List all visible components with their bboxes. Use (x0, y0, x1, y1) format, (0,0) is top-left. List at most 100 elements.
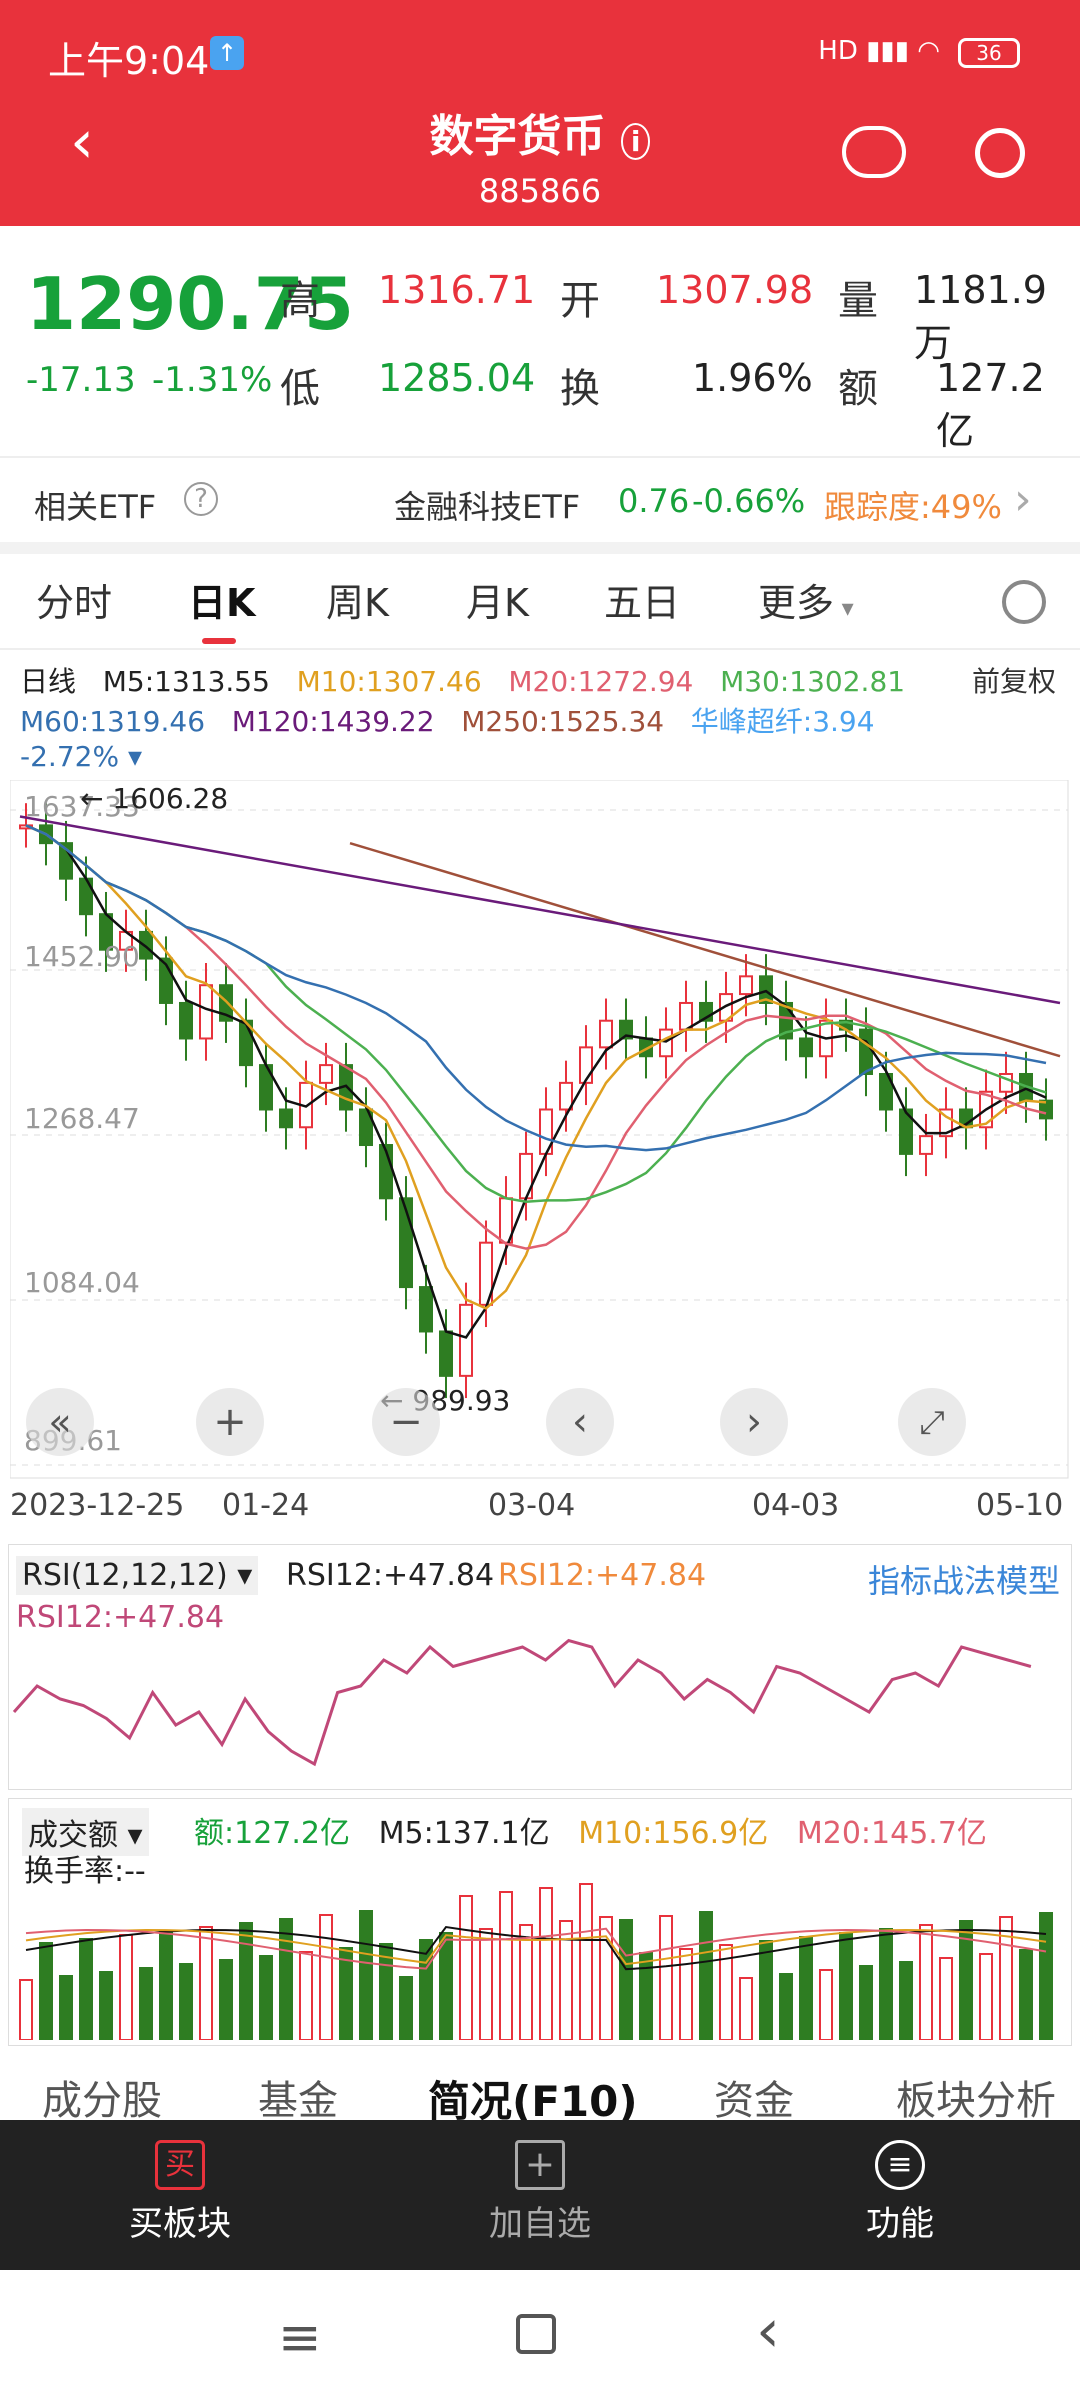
axis-label-3: 1268.47 (24, 1102, 140, 1135)
volume-bar (259, 1955, 273, 2040)
volume-bar (979, 1953, 993, 2040)
ma-labels: 日线 M5:1313.55 M10:1307.46 M20:1272.94 M3… (20, 665, 906, 698)
subtab-capital[interactable]: 资金 (714, 2078, 794, 2120)
volume-bar (819, 1969, 833, 2040)
etf-price: 0.76 (618, 482, 690, 520)
volume-bar (1039, 1912, 1053, 2040)
date-4: 04-03 (752, 1488, 840, 1523)
open-value: 1307.98 (656, 268, 814, 312)
axis-label-2: 1452.90 (24, 940, 140, 973)
indicator-model-link[interactable]: 指标战法模型 (867, 1562, 1060, 1600)
rsi-panel[interactable] (8, 1544, 1072, 1790)
recents-icon[interactable]: ≡ (278, 2308, 322, 2368)
volume-bar (539, 1887, 553, 2040)
low-value: 1285.04 (378, 356, 536, 400)
volume-bar (899, 1961, 913, 2040)
candle-body (939, 1108, 953, 1138)
robot-icon[interactable] (842, 126, 906, 178)
zoom-out-icon[interactable]: − (372, 1388, 440, 1456)
home-icon[interactable] (516, 2314, 556, 2354)
ma-line (25, 824, 1047, 1339)
volume-bar (419, 1939, 433, 2040)
volume-bar (119, 1934, 133, 2040)
tab-dayk[interactable]: 日K (188, 581, 256, 625)
tab-fiveday[interactable]: 五日 (604, 581, 681, 625)
rsi-value-1: RSI12:+47.84 (286, 1558, 495, 1593)
stock-code: 885866 (478, 172, 602, 210)
change-pct: -1.31% (152, 360, 273, 400)
tab-fenshi[interactable]: 分时 (36, 581, 113, 625)
settings-icon[interactable] (1002, 580, 1046, 624)
adjust-button[interactable]: 前复权 (971, 665, 1056, 698)
status-time: 上午9:04 (48, 39, 210, 83)
ma-pct[interactable]: -2.72% ▾ (20, 740, 143, 773)
low-label: 低 (280, 366, 320, 412)
volume-bar (919, 1924, 933, 2040)
volume-bar (179, 1963, 193, 2040)
buy-sector-button[interactable]: 买 买板块 (80, 2130, 280, 2245)
tab-more[interactable]: 更多 ▾ (758, 581, 854, 625)
search-icon[interactable] (975, 128, 1025, 178)
fullscreen-icon[interactable]: ⤢ (898, 1388, 966, 1456)
notification-icon: ↑ (210, 36, 244, 70)
volume-values: 额:127.2亿 M5:137.1亿 M10:156.9亿 M20:145.7亿 (194, 1816, 987, 1851)
subtab-f10[interactable]: 简况(F10) (428, 2077, 638, 2120)
candle-body (759, 975, 773, 1004)
candle-body (799, 1037, 813, 1058)
volume-bar (619, 1919, 633, 2040)
subtab-funds[interactable]: 基金 (258, 2078, 338, 2120)
subtab-constituents[interactable]: 成分股 (42, 2078, 162, 2120)
volume-bar (739, 1977, 753, 2040)
ma120-line (19, 815, 1061, 1005)
volume-bar (439, 1932, 453, 2040)
candle-body (879, 1072, 893, 1111)
subtab-sector[interactable]: 板块分析 (896, 2078, 1056, 2120)
date-5: 05-10 (976, 1488, 1064, 1523)
volume-bar (219, 1959, 233, 2040)
etf-label: 相关ETF (34, 488, 157, 526)
scroll-left-icon[interactable]: « (26, 1388, 94, 1456)
kline-chart[interactable] (10, 780, 1070, 1480)
back-icon[interactable]: ‹ (70, 107, 94, 177)
volume-bar (159, 1930, 173, 2040)
change: -17.13 (26, 360, 136, 400)
volume-bar (499, 1891, 513, 2040)
volume-bar (379, 1943, 393, 2040)
volume-bar (19, 1979, 33, 2040)
axis-label-4: 1084.04 (24, 1266, 140, 1299)
function-button[interactable]: ≡ 功能 (800, 2130, 1000, 2245)
volume-bar (759, 1940, 773, 2040)
volume-bar (239, 1922, 253, 2040)
prev-icon[interactable]: ‹ (546, 1388, 614, 1456)
add-watchlist-button[interactable]: + 加自选 (440, 2130, 640, 2245)
candle-body (179, 1001, 193, 1040)
page-title: 数字货币 i (0, 100, 1080, 164)
candle-body (579, 1046, 593, 1084)
volume-bar (999, 1916, 1013, 2040)
zoom-in-icon[interactable]: + (196, 1388, 264, 1456)
amt-value: 127.2亿 (936, 356, 1045, 453)
turn-label: 换 (560, 366, 600, 412)
battery-icon: 36 (958, 38, 1020, 68)
date-1: 2023-12-25 (10, 1488, 185, 1523)
volume-selector[interactable]: 成交额 ▾ (22, 1808, 149, 1856)
candle-body (199, 984, 213, 1040)
volume-bar (639, 1952, 653, 2040)
buy-icon: 买 (155, 2140, 205, 2190)
volume-bar (679, 1948, 693, 2040)
candle-body (739, 975, 753, 996)
rsi-value-3: RSI12:+47.84 (16, 1600, 225, 1635)
candle-body (659, 1028, 673, 1058)
tab-weekk[interactable]: 周K (326, 581, 389, 625)
ma250-line (349, 841, 1061, 1058)
candle-body (599, 1019, 613, 1049)
candle-body (459, 1303, 473, 1377)
volume-bar (659, 1915, 673, 2040)
tab-monthk[interactable]: 月K (466, 581, 529, 625)
etf-row[interactable]: 相关ETF ? 金融科技ETF 0.76 -0.66% 跟踪度:49% › (0, 458, 1080, 542)
help-icon[interactable]: ? (184, 482, 218, 516)
back-nav-icon[interactable]: ‹ (756, 2296, 780, 2366)
volume-panel[interactable] (8, 1798, 1072, 2046)
rsi-selector[interactable]: RSI(12,12,12) ▾ (16, 1556, 259, 1595)
next-icon[interactable]: › (720, 1388, 788, 1456)
